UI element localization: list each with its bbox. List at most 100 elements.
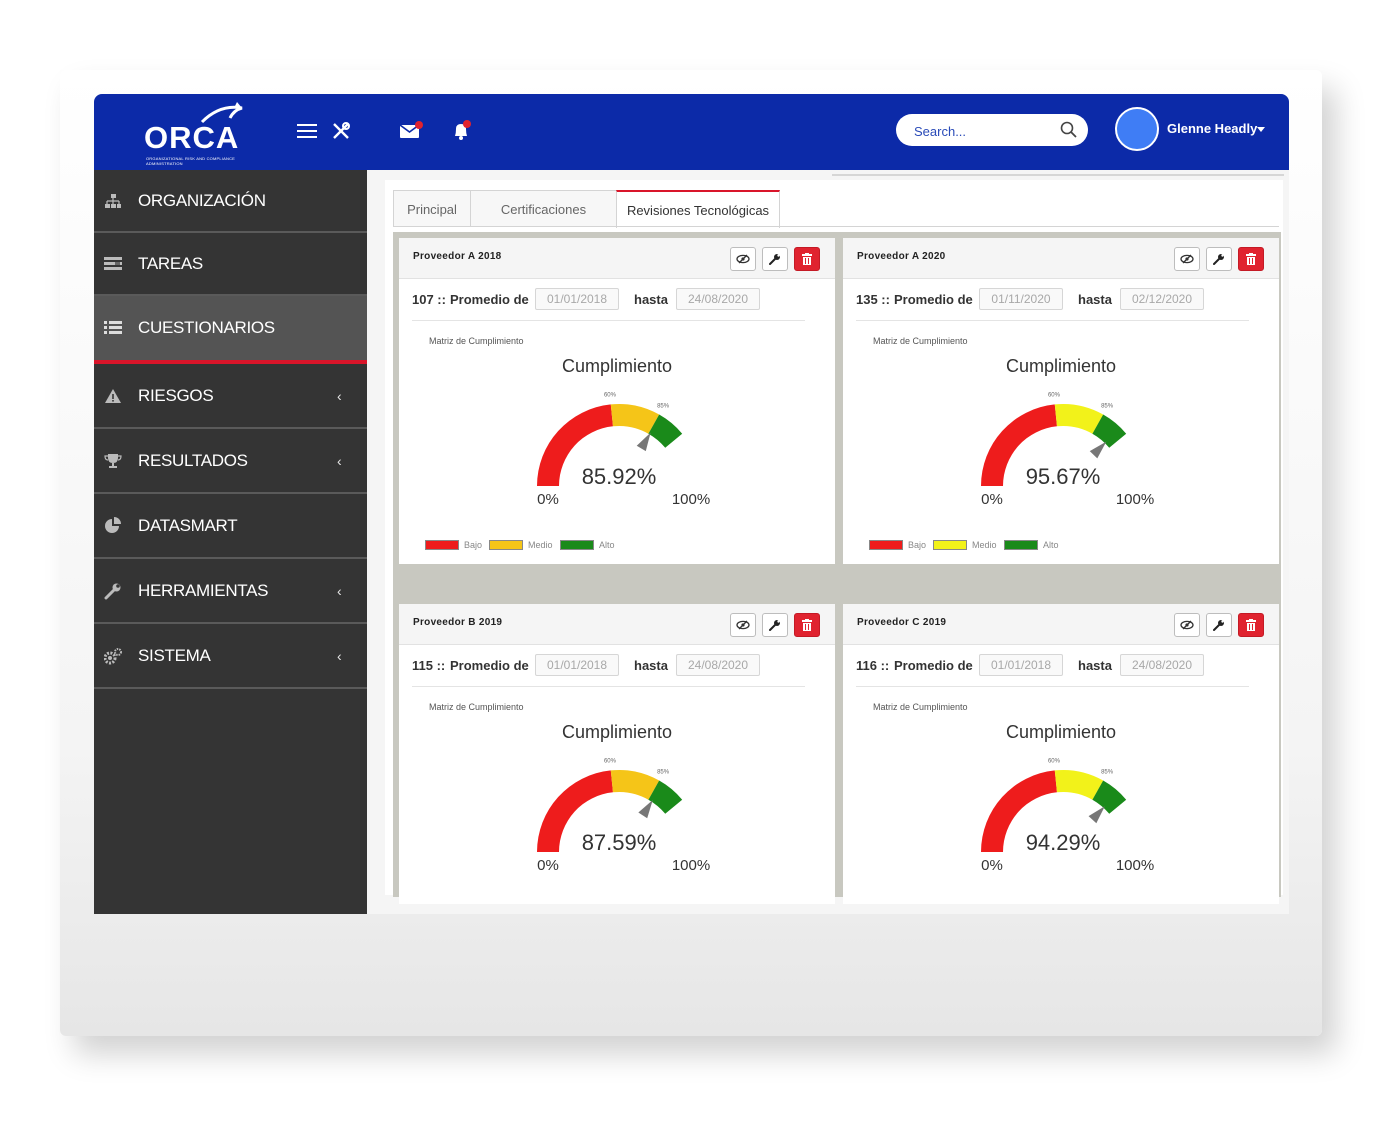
- gauge-title: Cumplimiento: [561, 722, 673, 742]
- edit-button[interactable]: [1206, 613, 1232, 637]
- sidebar-item-riesgos[interactable]: RIESGOS ‹: [94, 364, 367, 429]
- gauge-legend: Bajo Medio Alto: [869, 538, 1169, 552]
- search-input[interactable]: [912, 121, 1056, 141]
- gauge-title: Cumplimiento: [1005, 722, 1117, 742]
- legend-label: Alto: [599, 540, 615, 550]
- menu-icon[interactable]: [292, 116, 322, 146]
- sidebar-item-tareas[interactable]: TAREAS: [94, 233, 367, 296]
- gauge-max-label: 100%: [672, 857, 710, 874]
- compliance-card: Proveedor B 2019 115 :: Promedio de hast…: [399, 604, 835, 904]
- card-date-range: 135 :: Promedio de hasta: [856, 288, 1266, 312]
- promedio-label: Promedio de: [894, 658, 973, 673]
- date-to-field[interactable]: [676, 654, 760, 676]
- gauge-band-alto: [648, 780, 683, 814]
- hasta-label: hasta: [634, 292, 668, 307]
- date-to-field[interactable]: [1120, 654, 1204, 676]
- edit-button[interactable]: [1206, 247, 1232, 271]
- sidebar-item-datasmart[interactable]: DATASMART: [94, 494, 367, 559]
- user-avatar[interactable]: [1115, 107, 1159, 151]
- gauge-min-label: 0%: [537, 491, 559, 508]
- hasta-label: hasta: [1078, 658, 1112, 673]
- delete-button[interactable]: [1238, 247, 1264, 271]
- gauge-title: Cumplimiento: [1005, 356, 1117, 376]
- legend-swatch: [560, 540, 594, 550]
- orca-logo[interactable]: ORCA ORGANIZATIONAL RISK AND COMPLIANCE …: [142, 100, 267, 166]
- view-button[interactable]: [730, 247, 756, 271]
- sidebar-item-cuestionarios[interactable]: CUESTIONARIOS: [94, 296, 367, 364]
- date-from-field[interactable]: [535, 288, 619, 310]
- matrix-label: Matriz de Cumplimiento: [873, 702, 968, 712]
- legend-item-bajo: Bajo: [869, 538, 926, 552]
- tab-certificaciones[interactable]: Certificaciones: [470, 190, 617, 227]
- search-icon[interactable]: [1060, 121, 1078, 139]
- sidebar-item-label: TAREAS: [138, 253, 203, 273]
- delete-button[interactable]: [1238, 613, 1264, 637]
- date-to-field[interactable]: [1120, 288, 1204, 310]
- compliance-gauge: 60% 85% 87.59% 0% 100%: [537, 758, 710, 874]
- legend-label: Medio: [972, 540, 997, 550]
- sidebar-item-label: HERRAMIENTAS: [138, 580, 269, 600]
- orca-logo-swoosh: [200, 102, 243, 124]
- bell-icon[interactable]: [447, 116, 477, 146]
- chevron-left-icon: ‹: [337, 387, 342, 404]
- gauge-tick-label: 60%: [1048, 758, 1061, 764]
- eye-slash-icon: [1180, 254, 1194, 264]
- delete-button[interactable]: [794, 247, 820, 271]
- record-id: 107 ::: [412, 292, 446, 307]
- gauge-tick-label: 85%: [657, 404, 670, 410]
- trophy-icon: [104, 452, 122, 470]
- sitemap-icon: [104, 192, 122, 210]
- legend-item-medio: Medio: [489, 538, 553, 552]
- date-from-field[interactable]: [979, 288, 1063, 310]
- divider: [856, 686, 1249, 687]
- gauge-band-bajo: [537, 770, 613, 852]
- legend-label: Medio: [528, 540, 553, 550]
- gauge-band-bajo: [537, 404, 613, 486]
- warning-icon: [104, 387, 122, 405]
- sidebar-item-organizacion[interactable]: ORGANIZACIÓN: [94, 170, 367, 233]
- card-title: Proveedor C 2019: [857, 617, 947, 628]
- gauge-pointer: [638, 799, 653, 819]
- date-from-field[interactable]: [535, 654, 619, 676]
- user-name[interactable]: Glenne Headly: [1167, 121, 1258, 136]
- tools-icon[interactable]: [326, 116, 356, 146]
- view-button[interactable]: [730, 613, 756, 637]
- logo-text: ORCA: [144, 120, 240, 155]
- user-menu-caret-icon[interactable]: [1257, 127, 1265, 132]
- gauge-min-label: 0%: [537, 857, 559, 874]
- content-panel: Principal Certificaciones Revisiones Tec…: [385, 180, 1283, 904]
- gauge-tick-label: 85%: [1101, 770, 1114, 776]
- wrench-icon: [769, 620, 780, 631]
- card-title: Proveedor A 2020: [857, 251, 946, 262]
- compliance-card: Proveedor A 2020 135 :: Promedio de hast…: [843, 238, 1279, 564]
- edit-button[interactable]: [762, 613, 788, 637]
- mail-icon[interactable]: [396, 116, 426, 146]
- gauge-band-medio: [1054, 404, 1104, 434]
- sidebar-item-sistema[interactable]: SISTEMA ‹: [94, 624, 367, 689]
- legend-item-bajo: Bajo: [425, 538, 482, 552]
- date-to-field[interactable]: [676, 288, 760, 310]
- tab-revisiones-tecnologicas[interactable]: Revisiones Tecnológicas: [616, 190, 780, 228]
- view-button[interactable]: [1174, 613, 1200, 637]
- tab-principal[interactable]: Principal: [393, 190, 471, 227]
- legend-item-medio: Medio: [933, 538, 997, 552]
- wrench-icon: [769, 254, 780, 265]
- legend-label: Bajo: [464, 540, 483, 550]
- delete-button[interactable]: [794, 613, 820, 637]
- view-button[interactable]: [1174, 247, 1200, 271]
- eye-slash-icon: [736, 620, 750, 630]
- sidebar-item-label: SISTEMA: [138, 645, 211, 665]
- gauge-band-medio: [1054, 770, 1104, 800]
- gauge-pointer: [1088, 806, 1105, 824]
- trash-icon: [802, 253, 812, 265]
- sidebar-item-resultados[interactable]: RESULTADOS ‹: [94, 429, 367, 494]
- date-from-field[interactable]: [979, 654, 1063, 676]
- pie-chart-icon: [104, 516, 122, 535]
- edit-button[interactable]: [762, 247, 788, 271]
- legend-item-alto: Alto: [560, 538, 615, 552]
- card-date-range: 115 :: Promedio de hasta: [412, 654, 822, 678]
- sidebar-item-herramientas[interactable]: HERRAMIENTAS ‹: [94, 559, 367, 624]
- gauge-pointer: [1089, 441, 1107, 459]
- chevron-left-icon: ‹: [337, 582, 342, 599]
- search-box[interactable]: [896, 114, 1088, 146]
